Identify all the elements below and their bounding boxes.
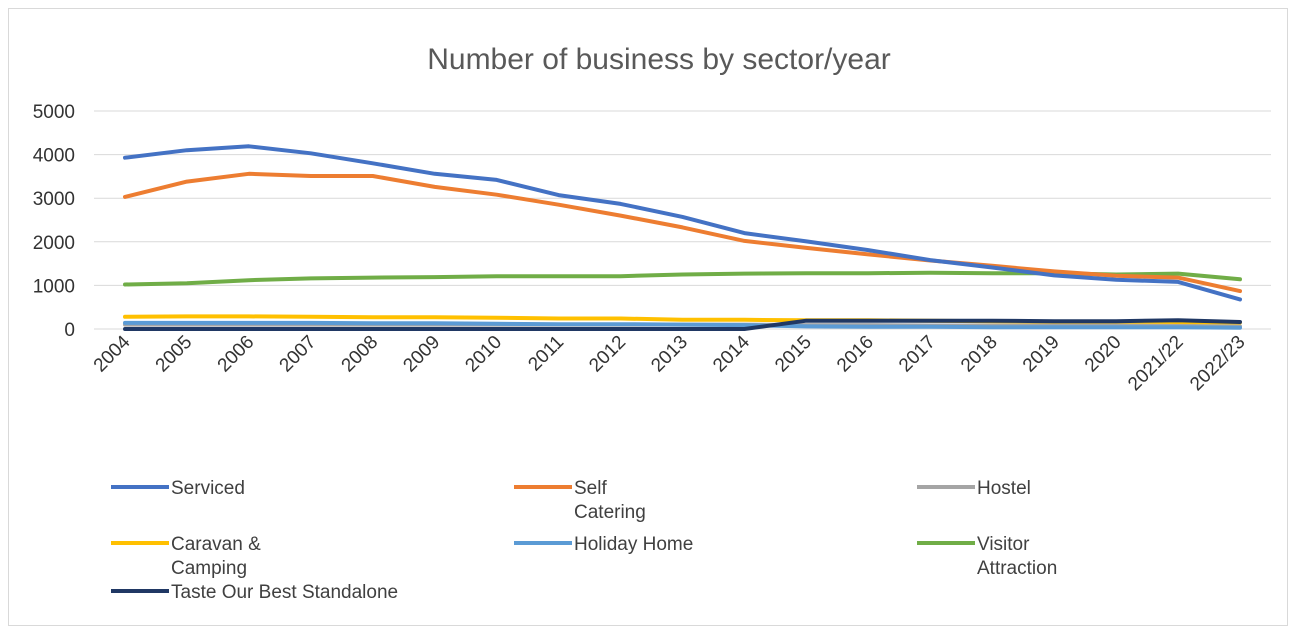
x-tick-label: 2006 <box>214 332 259 377</box>
legend-label: Visitor Attraction <box>977 534 1057 579</box>
x-tick-label: 2012 <box>585 332 630 377</box>
x-tick-label: 2015 <box>771 332 816 377</box>
x-tick-label: 2010 <box>461 332 506 377</box>
x-tick-label: 2022/23 <box>1186 332 1249 395</box>
y-axis: 0 1000 2000 3000 4000 5000 <box>33 102 75 341</box>
x-tick-label: 2011 <box>524 332 568 376</box>
legend-item: Taste Our Best Standalone <box>111 582 398 603</box>
series-line-taste-our-best-standalone <box>123 318 1242 331</box>
legend-label: Taste Our Best Standalone <box>171 582 398 603</box>
x-tick-label: 2009 <box>399 332 444 377</box>
y-tick-label: 2000 <box>33 233 75 254</box>
x-tick-label: 2014 <box>709 331 754 376</box>
legend-label: Holiday Home <box>574 534 693 555</box>
y-tick-label: 3000 <box>33 189 75 210</box>
x-tick-label: 2019 <box>1019 332 1064 377</box>
chart-frame: Number of business by sector/year 0 1000 2… <box>8 8 1288 626</box>
x-tick-label: 2008 <box>338 332 383 377</box>
x-tick-label: 2016 <box>833 332 878 377</box>
legend-label: Caravan & Camping <box>171 534 261 579</box>
legend-item: Self Catering <box>514 478 646 523</box>
x-tick-label: 2018 <box>957 332 1002 377</box>
series-lines <box>123 144 1242 331</box>
legend-item: Caravan & Camping <box>111 534 261 579</box>
x-tick-label: 2004 <box>90 331 135 376</box>
legend-item: Holiday Home <box>514 534 693 555</box>
x-tick-label: 2021/22 <box>1124 332 1187 395</box>
x-axis: 2004 2005 2006 2007 2008 2009 2010 2011 2012 2013… <box>90 331 1250 395</box>
series-line-holiday-home <box>123 320 1242 330</box>
line-chart: Number of business by sector/year 0 1000 2… <box>33 43 1271 603</box>
x-tick-label: 2017 <box>895 332 940 377</box>
x-tick-label: 2007 <box>276 332 321 377</box>
legend-item: Serviced <box>111 478 245 499</box>
x-tick-label: 2005 <box>152 332 197 377</box>
legend: Serviced Self Catering Hostel Caravan & Campi… <box>111 478 1057 603</box>
legend-label: Serviced <box>171 478 245 499</box>
x-tick-label: 2013 <box>647 332 692 377</box>
y-tick-label: 4000 <box>33 146 75 167</box>
y-tick-label: 0 <box>64 320 75 341</box>
legend-item: Visitor Attraction <box>917 534 1057 579</box>
series-line-serviced <box>123 144 1242 302</box>
gridlines <box>94 110 1271 330</box>
legend-item: Hostel <box>917 478 1031 499</box>
legend-label: Self Catering <box>574 478 646 523</box>
y-tick-label: 5000 <box>33 102 75 123</box>
y-tick-label: 1000 <box>33 276 75 297</box>
x-tick-label: 2020 <box>1081 332 1126 377</box>
chart-title: Number of business by sector/year <box>427 43 891 76</box>
series-line-self-catering <box>123 171 1242 294</box>
legend-label: Hostel <box>977 478 1031 499</box>
